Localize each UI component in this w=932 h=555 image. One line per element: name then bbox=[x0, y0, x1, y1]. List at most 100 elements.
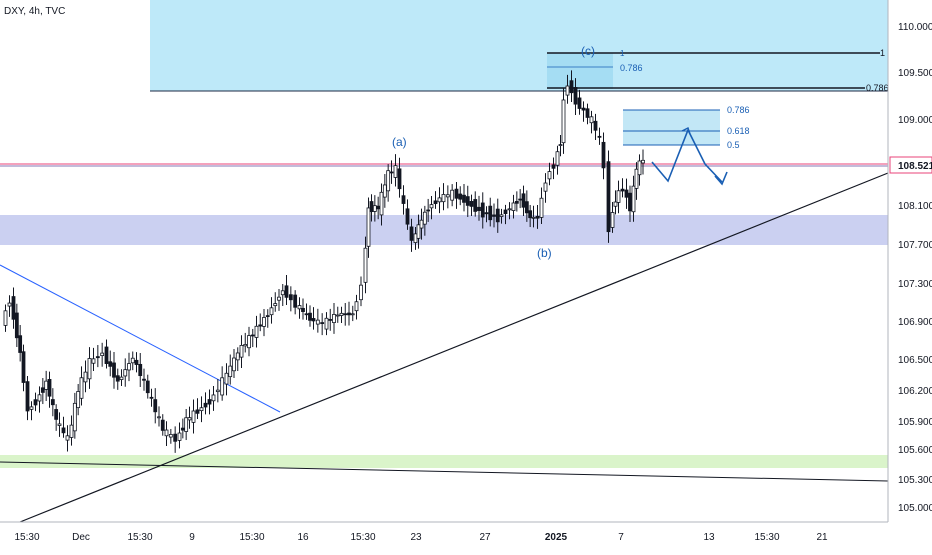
candle-body bbox=[157, 416, 161, 419]
candle-body bbox=[199, 407, 204, 412]
candle-body bbox=[473, 199, 478, 212]
candle-body bbox=[581, 107, 586, 111]
candle-body bbox=[301, 307, 305, 312]
candle-body bbox=[235, 352, 240, 361]
time-tick-label: 21 bbox=[816, 532, 828, 543]
candle-body bbox=[57, 423, 62, 426]
candle-body bbox=[138, 363, 143, 377]
candle-body bbox=[488, 205, 493, 221]
support-zone bbox=[0, 215, 888, 245]
candle-body bbox=[366, 207, 371, 247]
candle-body bbox=[21, 351, 26, 383]
fib-right-0786-label: 0.786 bbox=[727, 105, 750, 115]
candle-body bbox=[191, 410, 196, 423]
candle-body bbox=[160, 419, 165, 431]
candle-body bbox=[112, 362, 116, 378]
current-price-label: 108.521 bbox=[898, 161, 932, 172]
wave-c-label: (c) bbox=[581, 44, 595, 58]
candle-body bbox=[254, 325, 259, 338]
price-tick-label: 109.000 bbox=[898, 115, 932, 126]
price-tick-label: 105.300 bbox=[898, 475, 932, 486]
price-tick-label: 110.000 bbox=[898, 22, 932, 33]
fib-left-0786-label: 0.786 bbox=[866, 83, 889, 93]
price-axis-bg[interactable] bbox=[888, 0, 932, 550]
candle-body bbox=[3, 310, 8, 326]
candle-body bbox=[33, 399, 38, 406]
candle-body bbox=[393, 165, 398, 178]
candle-body bbox=[641, 159, 645, 164]
candle-body bbox=[304, 313, 309, 316]
down-trendline bbox=[0, 264, 281, 413]
candle-body bbox=[359, 284, 363, 301]
candle-body bbox=[29, 406, 34, 410]
candle-body bbox=[565, 85, 570, 96]
fib-left-1-label: 1 bbox=[880, 48, 885, 58]
candle-body bbox=[616, 190, 621, 203]
wave-a-label: (a) bbox=[392, 135, 407, 149]
projection-arrowhead-top bbox=[681, 127, 691, 135]
candle-body bbox=[511, 202, 516, 211]
candle-body bbox=[521, 193, 526, 208]
candle-body bbox=[369, 201, 374, 213]
candle-body bbox=[339, 312, 344, 316]
candle-body bbox=[469, 200, 474, 207]
candle-body bbox=[69, 424, 74, 438]
fib-right-box bbox=[623, 110, 720, 145]
wave-b-label: (b) bbox=[537, 246, 552, 260]
candle-body bbox=[363, 247, 368, 283]
candle-body bbox=[429, 204, 434, 209]
candle-body bbox=[335, 314, 340, 317]
time-tick-label: 15:30 bbox=[754, 532, 779, 543]
candle-body bbox=[50, 399, 55, 406]
time-tick-label: 16 bbox=[297, 532, 309, 543]
fib-left-box bbox=[547, 53, 613, 89]
candle-body bbox=[465, 196, 470, 206]
candle-body bbox=[372, 205, 377, 212]
candle-body bbox=[262, 317, 266, 327]
candle-body bbox=[168, 434, 173, 438]
candle-body bbox=[620, 188, 625, 192]
time-tick-label: 9 bbox=[189, 532, 195, 543]
candle-body bbox=[551, 164, 556, 169]
candle-body bbox=[145, 380, 150, 394]
candle-body bbox=[134, 359, 139, 365]
candle-body bbox=[265, 315, 270, 317]
rising-trendline bbox=[19, 172, 889, 523]
candle-body bbox=[315, 319, 320, 325]
candle-body bbox=[524, 201, 529, 214]
candle-body bbox=[503, 209, 508, 215]
candle-body bbox=[480, 202, 485, 218]
candle-body bbox=[593, 120, 598, 131]
price-tick-label: 105.900 bbox=[898, 417, 932, 428]
candle-body bbox=[484, 212, 489, 215]
candle-body bbox=[558, 144, 563, 146]
candle-body bbox=[539, 197, 544, 218]
candle-body bbox=[569, 80, 574, 94]
candle-body bbox=[458, 193, 463, 200]
candle-body bbox=[11, 296, 16, 320]
candle-body bbox=[610, 212, 615, 228]
candle-body bbox=[72, 402, 77, 432]
time-tick-label: Dec bbox=[72, 532, 90, 543]
candle-body bbox=[347, 312, 351, 316]
candle-body bbox=[561, 99, 566, 144]
candle-body bbox=[177, 432, 182, 441]
candle-body bbox=[528, 210, 533, 219]
candle-body bbox=[492, 214, 496, 217]
price-tick-label: 107.700 bbox=[898, 240, 932, 251]
candle-body bbox=[37, 394, 42, 402]
candles-group bbox=[3, 70, 645, 453]
time-ticks-group: 15:30 Dec 15:30 9 15:30 16 15:30 23 27 2025 7 13 15:… bbox=[14, 532, 828, 543]
candle-body bbox=[634, 168, 639, 189]
candle-body bbox=[514, 201, 519, 204]
candle-body bbox=[123, 369, 128, 377]
candle-body bbox=[284, 285, 289, 298]
candle-body bbox=[61, 427, 66, 434]
candle-body bbox=[433, 200, 438, 205]
candle-body bbox=[239, 345, 244, 358]
candle-body bbox=[445, 194, 450, 198]
candle-body bbox=[311, 318, 316, 322]
candle-body bbox=[203, 402, 208, 408]
